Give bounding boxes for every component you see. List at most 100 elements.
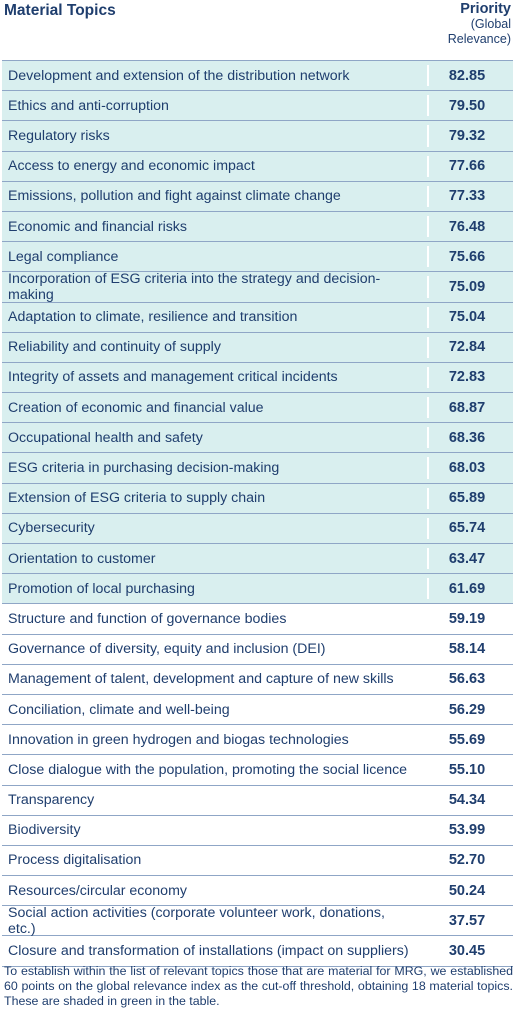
- priority-value-cell: 30.45: [448, 943, 486, 960]
- priority-sublabel-1: (Global: [470, 17, 511, 31]
- priority-value-cell: 65.89: [448, 490, 486, 507]
- cell-divider: [427, 125, 429, 147]
- topic-cell: Reliability and continuity of supply: [8, 339, 221, 356]
- topics-column-header: Material Topics: [4, 2, 116, 19]
- priority-value-cell: 63.47: [448, 550, 486, 567]
- table-row: Extension of ESG criteria to supply chai…: [2, 483, 513, 514]
- topic-cell: Governance of diversity, equity and incl…: [8, 641, 326, 658]
- topic-cell: ESG criteria in purchasing decision-maki…: [8, 460, 280, 477]
- table-row: Resources/circular economy 50.24: [2, 876, 513, 907]
- cell-divider: [427, 548, 429, 570]
- topic-cell: Biodiversity: [8, 822, 81, 839]
- cell-divider: [427, 578, 429, 600]
- priority-value-cell: 65.74: [448, 520, 486, 537]
- table-row: Emissions, pollution and fight against c…: [2, 181, 513, 212]
- topic-cell: Resources/circular economy: [8, 882, 187, 899]
- topic-cell: Management of talent, development and ca…: [8, 671, 394, 688]
- topic-cell: Closure and transformation of installati…: [8, 943, 409, 960]
- priority-value-cell: 50.24: [448, 882, 486, 899]
- topic-cell: Regulatory risks: [8, 127, 110, 144]
- topic-cell: Legal compliance: [8, 248, 119, 265]
- topic-cell: Creation of economic and financial value: [8, 399, 264, 416]
- cell-divider: [427, 457, 429, 479]
- table-row: Regulatory risks 79.32: [2, 121, 513, 152]
- cell-divider: [427, 185, 429, 207]
- cell-divider: [427, 246, 429, 268]
- priority-value-cell: 72.83: [448, 369, 486, 386]
- table-row: ESG criteria in purchasing decision-maki…: [2, 453, 513, 484]
- topic-cell: Incorporation of ESG criteria into the s…: [8, 270, 381, 303]
- priority-value-cell: 75.04: [448, 309, 486, 326]
- table-row: Biodiversity 53.99: [2, 816, 513, 846]
- topic-cell: Cybersecurity: [8, 520, 95, 537]
- priority-value-cell: 79.32: [448, 127, 486, 144]
- table-row: Development and extension of the distrib…: [2, 61, 513, 92]
- table-row: Promotion of local purchasing 61.69: [2, 574, 513, 605]
- priority-value-cell: 75.66: [448, 248, 486, 265]
- topic-cell: Extension of ESG criteria to supply chai…: [8, 490, 266, 507]
- table-row: Innovation in green hydrogen and biogas …: [2, 725, 513, 756]
- cell-divider: [427, 306, 429, 328]
- table-footnote: To establish within the list of relevant…: [4, 964, 513, 1009]
- table-row: Orientation to customer 63.47: [2, 544, 513, 575]
- topic-cell: Occupational health and safety: [8, 429, 203, 446]
- cell-divider: [427, 397, 429, 419]
- priority-value-cell: 58.14: [448, 641, 486, 658]
- priority-value-cell: 55.10: [448, 761, 486, 778]
- table-row: Access to energy and economic impact 77.6…: [2, 151, 513, 182]
- topic-cell: Structure and function of governance bod…: [8, 610, 287, 627]
- priority-value-cell: 37.57: [448, 912, 486, 929]
- priority-value-cell: 76.48: [448, 218, 486, 235]
- cell-divider: [427, 336, 429, 358]
- cell-divider: [427, 276, 429, 298]
- priority-value-cell: 75.09: [448, 278, 486, 295]
- topic-cell: Social action activities (corporate volu…: [8, 904, 385, 937]
- priority-value-cell: 56.29: [448, 701, 486, 718]
- table-row: Ethics and anti-corruption 79.50: [2, 91, 513, 122]
- priority-value-cell: 55.69: [448, 731, 486, 748]
- cell-divider: [427, 427, 429, 449]
- table-row: Cybersecurity 65.74: [2, 513, 513, 544]
- priority-value-cell: 52.70: [448, 852, 486, 869]
- topic-cell: Conciliation, climate and well-being: [8, 701, 230, 718]
- priority-value-cell: 72.84: [448, 339, 486, 356]
- priority-value-cell: 77.33: [448, 188, 486, 205]
- priority-value-cell: 68.87: [448, 399, 486, 416]
- priority-value-cell: 53.99: [448, 822, 486, 839]
- cell-divider: [427, 65, 429, 87]
- cell-divider: [427, 95, 429, 117]
- table-row: Structure and function of governance bod…: [2, 604, 513, 635]
- cell-divider: [427, 155, 429, 177]
- priority-label: Priority: [460, 1, 511, 17]
- table-row: Governance of diversity, equity and incl…: [2, 635, 513, 665]
- topic-cell: Ethics and anti-corruption: [8, 97, 169, 114]
- priority-value-cell: 68.03: [448, 460, 486, 477]
- priority-value-cell: 77.66: [448, 158, 486, 175]
- topic-cell: Integrity of assets and management criti…: [8, 369, 338, 386]
- table-row: Legal compliance 75.66: [2, 242, 513, 273]
- topic-cell: Economic and financial risks: [8, 218, 187, 235]
- table-row: Closure and transformation of installati…: [2, 936, 513, 967]
- table-row: Reliability and continuity of supply 72.8…: [2, 332, 513, 363]
- table-row: Transparency 54.34: [2, 786, 513, 816]
- table-row: Management of talent, development and ca…: [2, 665, 513, 695]
- priority-value-cell: 56.63: [448, 671, 486, 688]
- table-row: Creation of economic and financial value…: [2, 393, 513, 424]
- topic-cell: Transparency: [8, 792, 95, 809]
- topic-cell: Access to energy and economic impact: [8, 158, 255, 175]
- table-row: Conciliation, climate and well-being 56.2…: [2, 695, 513, 726]
- table-row: Adaptation to climate, resilience and tr…: [2, 302, 513, 333]
- priority-column-header: Priority (Global Relevance): [421, 2, 511, 47]
- topic-cell: Close dialogue with the population, prom…: [8, 761, 408, 778]
- priority-value-cell: 82.85: [448, 67, 486, 84]
- topic-cell: Adaptation to climate, resilience and tr…: [8, 309, 298, 326]
- table-row: Close dialogue with the population, prom…: [2, 755, 513, 786]
- cell-divider: [427, 517, 429, 539]
- priority-sublabel-2: Relevance): [447, 32, 511, 46]
- table-body: Development and extension of the distrib…: [2, 60, 513, 967]
- priority-value-cell: 79.50: [448, 97, 486, 114]
- priority-value-cell: 59.19: [448, 610, 486, 627]
- table-row: Occupational health and safety 68.36: [2, 423, 513, 454]
- cell-divider: [427, 215, 429, 238]
